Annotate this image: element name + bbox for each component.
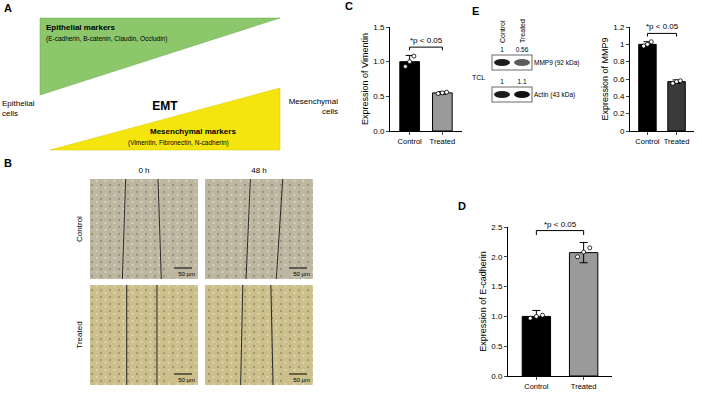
svg-text:1.0: 1.0 xyxy=(373,57,385,66)
svg-text:1: 1 xyxy=(500,46,504,53)
svg-text:1.1: 1.1 xyxy=(517,78,526,85)
svg-text:Control: Control xyxy=(635,137,660,146)
svg-text:Treated: Treated xyxy=(519,19,526,43)
svg-text:Epithelial: Epithelial xyxy=(2,99,35,108)
svg-text:MMP9 (92 kDa): MMP9 (92 kDa) xyxy=(534,59,580,67)
svg-text:0.2: 0.2 xyxy=(613,109,625,118)
svg-text:Treated: Treated xyxy=(430,137,456,146)
svg-text:0.5: 0.5 xyxy=(373,92,385,101)
html-text:C: C xyxy=(345,0,353,12)
svg-text:0.6: 0.6 xyxy=(613,75,625,84)
svg-text:50 µm: 50 µm xyxy=(178,377,195,383)
svg-text:2.5: 2.5 xyxy=(491,223,503,232)
svg-text:1.2: 1.2 xyxy=(613,23,625,32)
svg-text:(Vimentin, Fibronectin, N-cadh: (Vimentin, Fibronectin, N-cadherin) xyxy=(128,139,229,147)
svg-text:TCL: TCL xyxy=(472,74,485,81)
svg-text:Control: Control xyxy=(524,382,549,391)
svg-text:1: 1 xyxy=(620,40,625,49)
svg-text:Expression of E-cadherin: Expression of E-cadherin xyxy=(478,251,488,352)
svg-text:50 µm: 50 µm xyxy=(293,377,310,383)
svg-text:B: B xyxy=(4,157,12,169)
svg-text:Control: Control xyxy=(398,137,423,146)
svg-text:Control: Control xyxy=(499,20,506,43)
svg-text:Epithelial markers: Epithelial markers xyxy=(46,23,115,32)
svg-text:*p < 0.05: *p < 0.05 xyxy=(544,220,577,229)
svg-text:Mesenchymal markers: Mesenchymal markers xyxy=(150,127,236,136)
svg-text:2.0: 2.0 xyxy=(491,253,503,262)
svg-text:50 µm: 50 µm xyxy=(293,271,310,277)
svg-text:EMT: EMT xyxy=(152,99,178,113)
svg-text:Expression of MMP9: Expression of MMP9 xyxy=(600,37,610,120)
svg-text:A: A xyxy=(4,2,12,14)
svg-text:1.0: 1.0 xyxy=(491,312,503,321)
svg-text:Treated: Treated xyxy=(75,321,84,348)
svg-text:0.56: 0.56 xyxy=(516,46,529,53)
svg-text:E: E xyxy=(472,5,479,17)
svg-text:1.5: 1.5 xyxy=(373,23,385,32)
svg-text:cells: cells xyxy=(2,109,18,118)
svg-text:Actin (43 kDa): Actin (43 kDa) xyxy=(534,91,575,99)
svg-text:1: 1 xyxy=(500,78,504,85)
svg-text:0: 0 xyxy=(620,127,625,136)
svg-text:*p < 0.05: *p < 0.05 xyxy=(646,22,679,31)
svg-text:Treated: Treated xyxy=(664,137,690,146)
svg-text:Control: Control xyxy=(75,216,84,242)
svg-text:cells: cells xyxy=(322,107,338,116)
svg-text:0.4: 0.4 xyxy=(613,92,625,101)
svg-text:Expression of Vimentin: Expression of Vimentin xyxy=(360,33,370,125)
svg-text:0 h: 0 h xyxy=(138,166,149,175)
svg-text:(E-cadherin, B-catenin, Claudi: (E-cadherin, B-catenin, Claudin, Occludi… xyxy=(46,35,167,43)
svg-text:1.5: 1.5 xyxy=(491,282,503,291)
svg-text:48 h: 48 h xyxy=(251,166,267,175)
svg-text:Mesenchymal: Mesenchymal xyxy=(289,97,339,106)
svg-text:0.5: 0.5 xyxy=(491,342,503,351)
svg-text:Treated: Treated xyxy=(571,382,597,391)
html-text:D: D xyxy=(458,200,466,212)
svg-text:50 µm: 50 µm xyxy=(178,271,195,277)
svg-text:0.0: 0.0 xyxy=(491,372,503,381)
svg-text:*p < 0.05: *p < 0.05 xyxy=(410,36,443,45)
svg-text:0.0: 0.0 xyxy=(373,127,385,136)
svg-text:0.8: 0.8 xyxy=(613,57,625,66)
